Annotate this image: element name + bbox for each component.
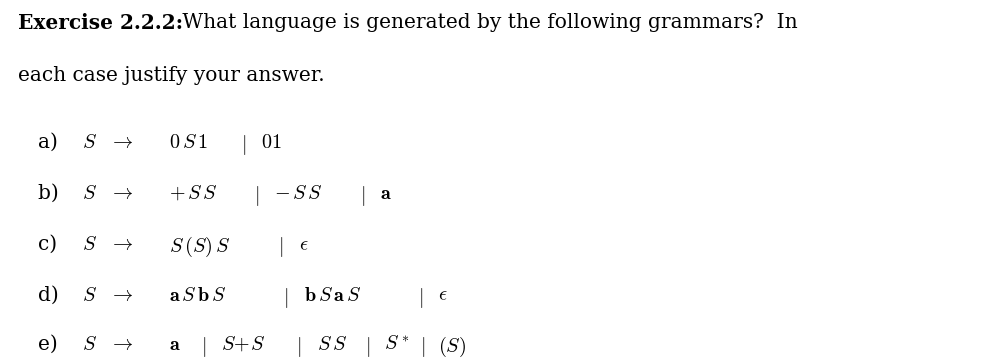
Text: b): b) <box>38 184 65 203</box>
Text: $S\,(S)\,S$: $S\,(S)\,S$ <box>169 235 230 259</box>
Text: $S^*$: $S^*$ <box>384 335 409 354</box>
Text: $\rightarrow$: $\rightarrow$ <box>109 133 133 152</box>
Text: $S\!+\!S$: $S\!+\!S$ <box>221 335 265 354</box>
Text: $S$: $S$ <box>82 235 97 254</box>
Text: $S\,S$: $S\,S$ <box>317 335 347 354</box>
Text: d): d) <box>38 286 65 305</box>
Text: $S$: $S$ <box>82 184 97 203</box>
Text: $S$: $S$ <box>82 286 97 305</box>
Text: $|$: $|$ <box>360 184 365 208</box>
Text: $S$: $S$ <box>82 133 97 152</box>
Text: $-\,S\,S$: $-\,S\,S$ <box>274 184 324 203</box>
Text: Exercise 2.2.2:: Exercise 2.2.2: <box>18 13 183 33</box>
Text: $0\,S\,1$: $0\,S\,1$ <box>169 133 208 152</box>
Text: $\mathbf{a}$: $\mathbf{a}$ <box>380 184 392 203</box>
Text: $\epsilon$: $\epsilon$ <box>438 286 448 305</box>
Text: $|$: $|$ <box>296 335 301 358</box>
Text: $01$: $01$ <box>261 133 281 152</box>
Text: each case justify your answer.: each case justify your answer. <box>18 66 325 85</box>
Text: What language is generated by the following grammars?  In: What language is generated by the follow… <box>176 13 798 32</box>
Text: $\rightarrow$: $\rightarrow$ <box>109 235 133 254</box>
Text: $+\,S\,S$: $+\,S\,S$ <box>169 184 218 203</box>
Text: $|$: $|$ <box>241 133 246 157</box>
Text: $|$: $|$ <box>365 335 370 358</box>
Text: $\mathbf{a}$: $\mathbf{a}$ <box>169 335 181 354</box>
Text: $\rightarrow$: $\rightarrow$ <box>109 335 133 354</box>
Text: $\mathbf{b}\,S\,\mathbf{a}\,S$: $\mathbf{b}\,S\,\mathbf{a}\,S$ <box>304 286 361 305</box>
Text: $(S)$: $(S)$ <box>438 335 466 358</box>
Text: $|$: $|$ <box>420 335 425 358</box>
Text: $|$: $|$ <box>283 286 288 310</box>
Text: $|$: $|$ <box>278 235 283 259</box>
Text: c): c) <box>38 235 63 254</box>
Text: $\mathbf{a}\,S\,\mathbf{b}\,S$: $\mathbf{a}\,S\,\mathbf{b}\,S$ <box>169 286 226 305</box>
Text: $\epsilon$: $\epsilon$ <box>299 235 310 254</box>
Text: e): e) <box>38 335 64 354</box>
Text: a): a) <box>38 133 64 152</box>
Text: $\rightarrow$: $\rightarrow$ <box>109 184 133 203</box>
Text: $|$: $|$ <box>201 335 206 358</box>
Text: $|$: $|$ <box>418 286 423 310</box>
Text: $S$: $S$ <box>82 335 97 354</box>
Text: $\rightarrow$: $\rightarrow$ <box>109 286 133 305</box>
Text: $|$: $|$ <box>254 184 259 208</box>
